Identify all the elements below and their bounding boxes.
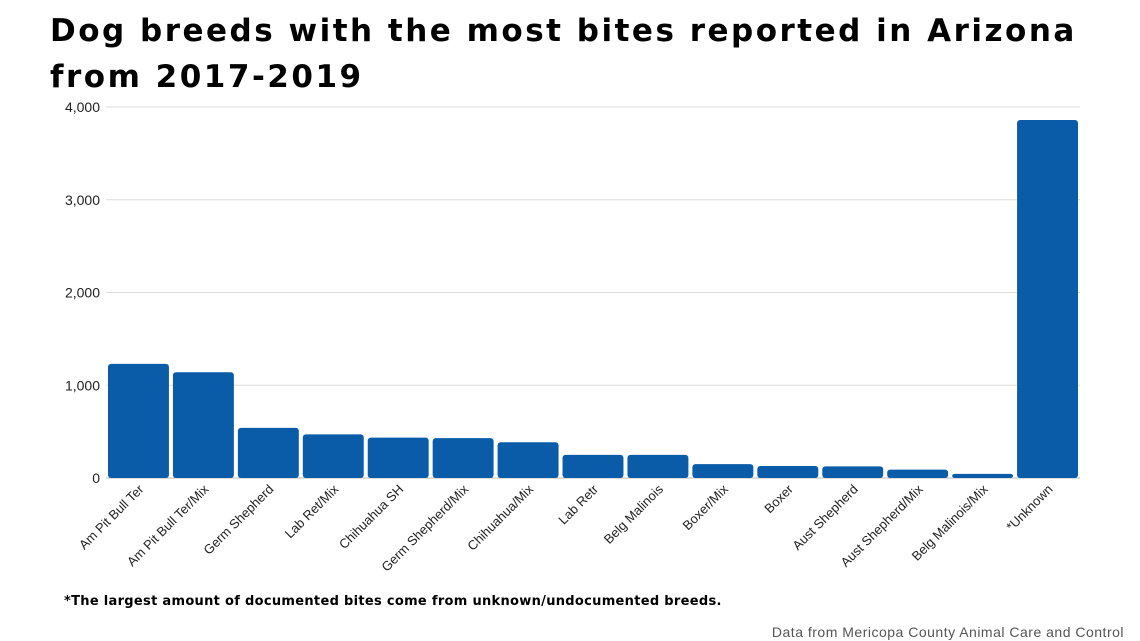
x-tick-label: *Unknown	[1003, 482, 1056, 535]
bar	[367, 437, 429, 478]
x-tick-label: Boxer	[761, 481, 796, 516]
bar	[692, 464, 754, 478]
gridlines	[106, 106, 1080, 479]
x-tick-label: Lab Retr	[555, 481, 601, 527]
bar	[887, 469, 949, 478]
bar	[627, 454, 689, 478]
x-tick-label: Chihuahua SH	[336, 482, 406, 552]
bars	[108, 119, 1078, 479]
y-tick-label: 3,000	[65, 192, 100, 208]
bar	[822, 466, 884, 478]
x-tick-label: Belg Malinois	[601, 481, 667, 547]
bar	[432, 438, 494, 478]
bar	[172, 372, 234, 478]
x-tick-label: Am Pit Bull Ter	[76, 481, 147, 552]
bar	[1017, 119, 1078, 479]
footnote: *The largest amount of documented bites …	[64, 594, 722, 609]
y-tick-label: 1,000	[65, 377, 100, 393]
x-tick-label: Chihuahua/Mix	[464, 481, 536, 553]
y-axis: 0 1,000 2,000 3,000 4,000	[65, 99, 100, 486]
chart-title: Dog breeds with the most bites reported …	[50, 13, 1077, 95]
bar	[562, 454, 624, 478]
y-tick-label: 0	[92, 470, 100, 486]
bar	[952, 473, 1014, 478]
bar	[108, 363, 169, 478]
source-credit: Data from Mericopa County Animal Care an…	[771, 624, 1124, 640]
x-tick-label: Boxer/Mix	[680, 481, 732, 533]
bar	[757, 465, 819, 478]
bar	[302, 434, 364, 478]
bar	[237, 427, 299, 478]
x-tick-label: Germ Shepherd	[200, 482, 276, 558]
bar	[497, 442, 559, 478]
y-tick-label: 2,000	[65, 285, 100, 301]
x-tick-label: Aust Shepherd	[789, 482, 860, 553]
x-tick-label: Lab Ret/Mix	[282, 481, 342, 541]
y-tick-label: 4,000	[65, 99, 100, 115]
